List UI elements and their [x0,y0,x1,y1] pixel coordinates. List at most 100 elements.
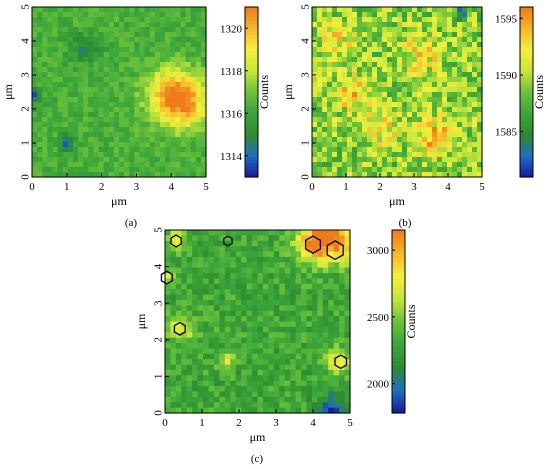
heatmap-cell [57,142,64,148]
heatmap-cell [382,97,388,103]
heatmap-cell [219,310,226,317]
heatmap-cell [190,62,197,68]
heatmap-cell [312,142,318,148]
heatmap-cell [322,407,329,414]
heatmap-cell [407,152,413,158]
colorbar-segment [520,145,533,150]
heatmap-cell [208,332,215,339]
heatmap-cell [262,267,269,274]
heatmap-cell [268,337,275,344]
heatmap-cell [337,122,343,128]
heatmap-cell [337,72,343,78]
heatmap-cell [333,326,340,333]
heatmap-cell [37,62,43,68]
heatmap-cell [262,359,269,366]
heatmap-cell [462,102,468,108]
heatmap-cell [327,12,333,18]
heatmap-cell [139,87,146,93]
x-tick-label: 4 [310,417,316,429]
heatmap-cell [357,82,363,88]
heatmap-cell [327,147,333,153]
heatmap-cell [170,152,176,158]
heatmap-cell [208,251,215,258]
heatmap-cell [333,235,340,242]
heatmap-cell [317,67,323,73]
colorbar-segment [520,100,533,104]
heatmap-cell [312,47,318,53]
heatmap-cell [200,77,207,83]
heatmap-cell [37,72,43,78]
heatmap-cell [290,353,297,360]
heatmap-cell [170,87,176,93]
heatmap-cell [422,127,428,133]
heatmap-cell [452,82,458,88]
heatmap-cell [134,17,141,23]
heatmap-cell [452,122,458,128]
heatmap-cell [42,57,48,63]
heatmap-cell [185,172,192,178]
heatmap-cell [203,283,210,290]
heatmap-cell [235,396,242,403]
heatmap-cell [195,72,202,78]
heatmap-cell [230,396,237,403]
heatmap-cell [322,172,328,178]
heatmap-cell [67,127,74,133]
heatmap-cell [154,107,161,113]
heatmap-cell [317,72,323,78]
heatmap-cell [427,167,433,173]
heatmap-cell [230,321,237,328]
heatmap-cell [195,107,202,113]
heatmap-cell [165,305,172,312]
heatmap-cell [175,147,182,153]
heatmap-cell [317,32,323,38]
heatmap-cell [203,386,210,393]
heatmap-cell [181,262,188,269]
heatmap-cell [328,305,335,312]
heatmap-cell [42,47,48,53]
heatmap-cell [78,147,84,153]
heatmap-cell [246,359,253,366]
heatmap-cell [284,273,291,280]
heatmap-cell [219,364,226,371]
heatmap-cell [317,262,324,269]
colorbar-segment [392,339,405,344]
heatmap-cell [262,380,269,387]
heatmap-cell [134,7,141,13]
heatmap-cell [103,67,110,73]
heatmap-cell [372,112,378,118]
heatmap-cell [78,12,84,18]
heatmap-cell [235,267,242,274]
heatmap-cell [144,42,151,48]
heatmap-cell [437,77,443,83]
heatmap-cell [67,77,74,83]
heatmap-cell [235,353,242,360]
heatmap-cell [467,42,473,48]
heatmap-cell [397,97,403,103]
heatmap-cell [165,251,172,258]
heatmap-cell [213,310,221,317]
colorbar-segment [245,143,258,147]
heatmap-cell [339,305,346,312]
heatmap-cell [83,142,89,148]
heatmap-cell [181,267,188,274]
heatmap-cell [246,305,253,312]
heatmap-cell [129,137,135,143]
heatmap-cell [322,77,328,83]
heatmap-cell [175,343,182,350]
heatmap-cell [342,152,348,158]
colorbar-segment [245,134,258,138]
heatmap-cell [284,256,291,263]
x-tick-label: 5 [203,181,209,193]
heatmap-cell [175,57,182,63]
heatmap-cell [159,142,166,148]
heatmap-cell [382,77,388,83]
heatmap-cell [144,117,151,123]
heatmap-cell [257,251,264,258]
heatmap-cell [452,107,458,113]
heatmap-cell [175,391,182,398]
colorbar-segment [392,330,405,335]
heatmap-cell [241,267,248,274]
heatmap-cell [328,343,335,350]
heatmap-cell [67,32,74,38]
heatmap-cell [192,326,199,333]
